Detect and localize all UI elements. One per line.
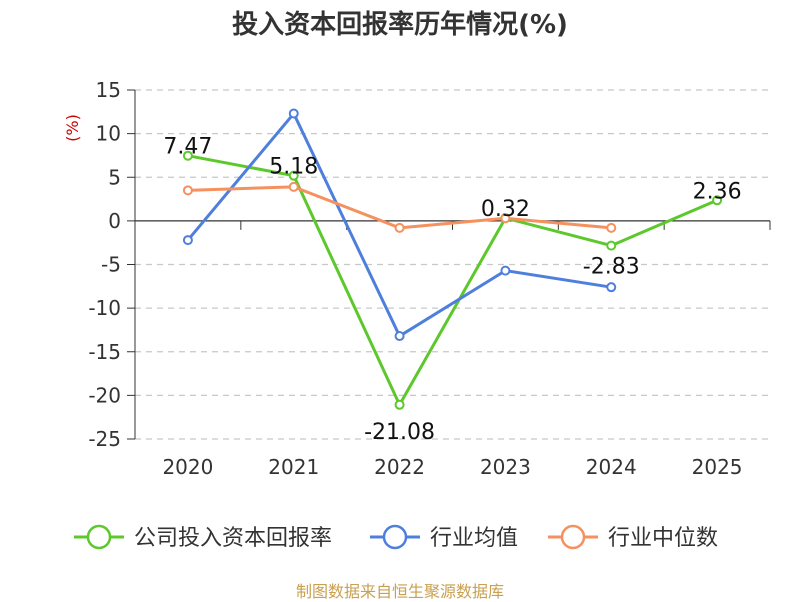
- y-tick-label: 0: [108, 209, 121, 233]
- data-label: 2.36: [693, 179, 742, 204]
- data-point: [606, 282, 617, 293]
- data-point: [606, 240, 617, 251]
- y-tick-label: 10: [96, 122, 121, 146]
- y-tick-label: -20: [88, 383, 121, 407]
- data-point: [500, 213, 511, 224]
- legend-marker: [86, 524, 112, 550]
- data-point: [182, 235, 193, 246]
- data-point: [606, 222, 617, 233]
- legend-label: 公司投入资本回报率: [134, 526, 332, 551]
- x-tick-label: 2022: [374, 455, 425, 479]
- data-label: 5.18: [269, 155, 318, 180]
- data-labels: 7.47 5.18 -21.08 0.32 -2.83 2.36: [163, 135, 741, 445]
- y-tick-label: 15: [96, 78, 121, 102]
- data-point: [288, 181, 299, 192]
- legend: 公司投入资本回报率 行业均值 行业中位数: [74, 524, 718, 551]
- y-tick-label: 5: [108, 165, 121, 189]
- y-tick-label: -10: [88, 296, 121, 320]
- data-label: 7.47: [163, 135, 212, 160]
- x-tick-label: 2025: [692, 455, 743, 479]
- data-point: [182, 150, 193, 161]
- data-label: 0.32: [481, 197, 530, 222]
- chart-title: 投入资本回报率历年情况(%): [232, 10, 568, 40]
- x-tick-label: 2023: [480, 455, 531, 479]
- legend-marker: [382, 524, 408, 550]
- legend-label: 行业中位数: [608, 526, 718, 551]
- data-point: [288, 108, 299, 119]
- x-tick-label: 2024: [586, 455, 637, 479]
- data-point: [182, 185, 193, 196]
- y-tick-label: -5: [101, 253, 121, 277]
- data-label: -21.08: [364, 420, 435, 445]
- y-tick-label: -25: [88, 427, 121, 451]
- legend-label: 行业均值: [430, 526, 518, 551]
- y-tick-label: -15: [88, 340, 121, 364]
- axes: 15 10 5 0 -5 -10 -15 -20 -25 2020 2021 2022 2023 2024…: [88, 78, 771, 479]
- series-line-2: [187, 185, 612, 230]
- series-lines: [182, 108, 723, 410]
- data-point: [500, 265, 511, 276]
- x-tick-label: 2021: [268, 455, 319, 479]
- data-point: [288, 170, 299, 181]
- grid-lines: [135, 89, 770, 440]
- data-point: [394, 399, 405, 410]
- data-label: -2.83: [583, 255, 640, 280]
- y-axis-label: (%): [63, 114, 82, 142]
- legend-marker: [560, 524, 586, 550]
- data-point: [712, 195, 723, 206]
- data-point: [394, 331, 405, 342]
- x-tick-label: 2020: [162, 455, 213, 479]
- chart-source: 制图数据来自恒生聚源数据库: [295, 582, 504, 601]
- series-line-0: [187, 154, 718, 407]
- data-point: [394, 222, 405, 233]
